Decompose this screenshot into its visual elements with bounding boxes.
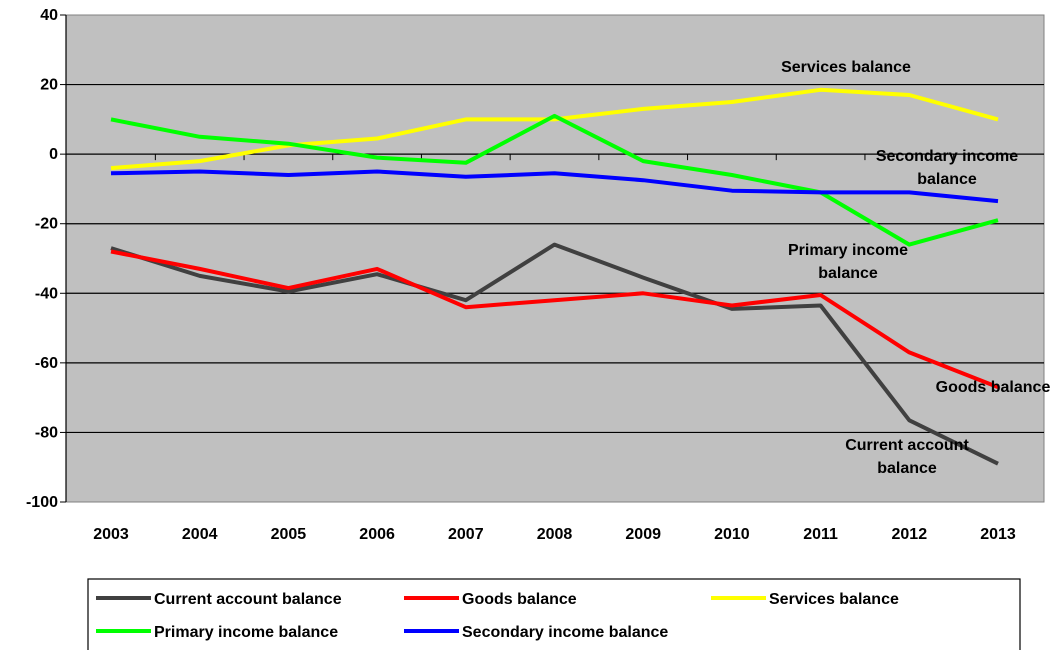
- plot-area: 40 20 0 -20 -40 -60 -80 -100 2003 2004 2005 2006 200…: [26, 7, 1045, 543]
- y-tick-label: -20: [35, 216, 58, 233]
- x-tick-label: 2008: [537, 526, 573, 543]
- y-tick-label: -60: [35, 355, 58, 372]
- annotation-label: Services balance: [781, 59, 911, 76]
- annotation-label: balance: [818, 265, 878, 282]
- x-tick-label: 2010: [714, 526, 750, 543]
- x-tick-label: 2007: [448, 526, 484, 543]
- series-line-0: [110, 242, 999, 466]
- x-tick-label: 2004: [182, 526, 218, 543]
- y-tick-label: -100: [26, 494, 58, 511]
- series-line-4: [110, 169, 999, 204]
- legend-box: [87, 578, 1021, 650]
- series-line-1: [110, 249, 999, 390]
- x-tick-label: 2003: [93, 526, 129, 543]
- annotation-label: balance: [877, 460, 937, 477]
- x-tick-label: 2005: [271, 526, 307, 543]
- annotation-label: Current account: [845, 437, 969, 454]
- y-tick-label: 40: [40, 7, 58, 24]
- y-tick-label: -80: [35, 424, 58, 441]
- annotation-label: Primary income: [788, 242, 908, 259]
- legend: Current account balance Goods balance Serv…: [87, 578, 1021, 650]
- legend-label: Goods balance: [462, 591, 577, 608]
- plot-background: [65, 14, 1045, 503]
- x-tick-label: 2012: [892, 526, 928, 543]
- x-tick-label: 2006: [359, 526, 395, 543]
- x-tick-label: 2011: [803, 526, 838, 543]
- legend-label: Current account balance: [154, 591, 342, 608]
- series-lines: [110, 87, 999, 466]
- legend-label: Services balance: [769, 591, 899, 608]
- x-tick-label: 2013: [980, 526, 1016, 543]
- series-line-2: [110, 87, 999, 171]
- series-line-3: [110, 113, 999, 247]
- annotations: Services balance Secondary income balance P…: [781, 59, 1050, 477]
- y-tick-label: -40: [35, 285, 58, 302]
- x-tick-label: 2009: [625, 526, 661, 543]
- annotation-label: balance: [917, 171, 977, 188]
- annotation-label: Secondary income: [876, 148, 1018, 165]
- y-tick-label: 20: [40, 77, 58, 94]
- annotation-label: Goods balance: [936, 379, 1051, 396]
- legend-label: Secondary income balance: [462, 624, 668, 641]
- legend-label: Primary income balance: [154, 624, 338, 641]
- y-tick-label: 0: [49, 146, 58, 163]
